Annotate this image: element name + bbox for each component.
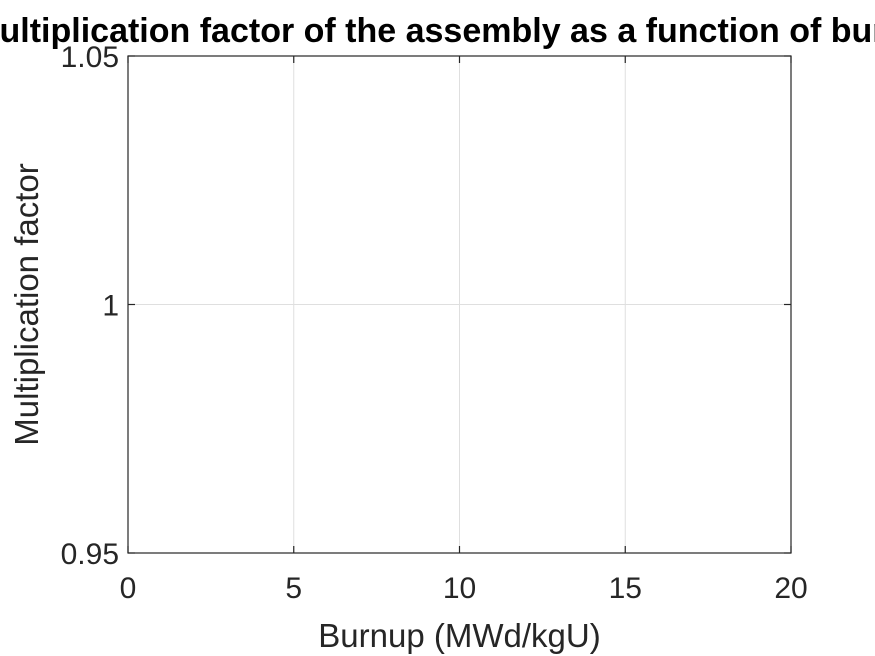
x-tick-label: 15 xyxy=(609,572,642,605)
x-axis-label: Burnup (MWd/kgU) xyxy=(318,617,600,654)
y-axis-label: Multiplication factor xyxy=(8,163,45,445)
y-tick-label: 0.95 xyxy=(61,538,119,571)
x-tick-label: 0 xyxy=(120,572,137,605)
x-tick-label: 20 xyxy=(774,572,807,605)
x-tick-label: 5 xyxy=(285,572,302,605)
x-tick-label: 10 xyxy=(443,572,476,605)
chart-title: Multiplication factor of the assembly as… xyxy=(0,12,875,50)
tick-marks xyxy=(127,55,792,554)
grid-lines xyxy=(128,56,791,553)
y-tick-label: 1.05 xyxy=(61,41,119,74)
tick-labels: 0 5 10 15 20 0.95 1 1.05 xyxy=(61,41,808,605)
y-tick-label: 1 xyxy=(102,290,119,323)
